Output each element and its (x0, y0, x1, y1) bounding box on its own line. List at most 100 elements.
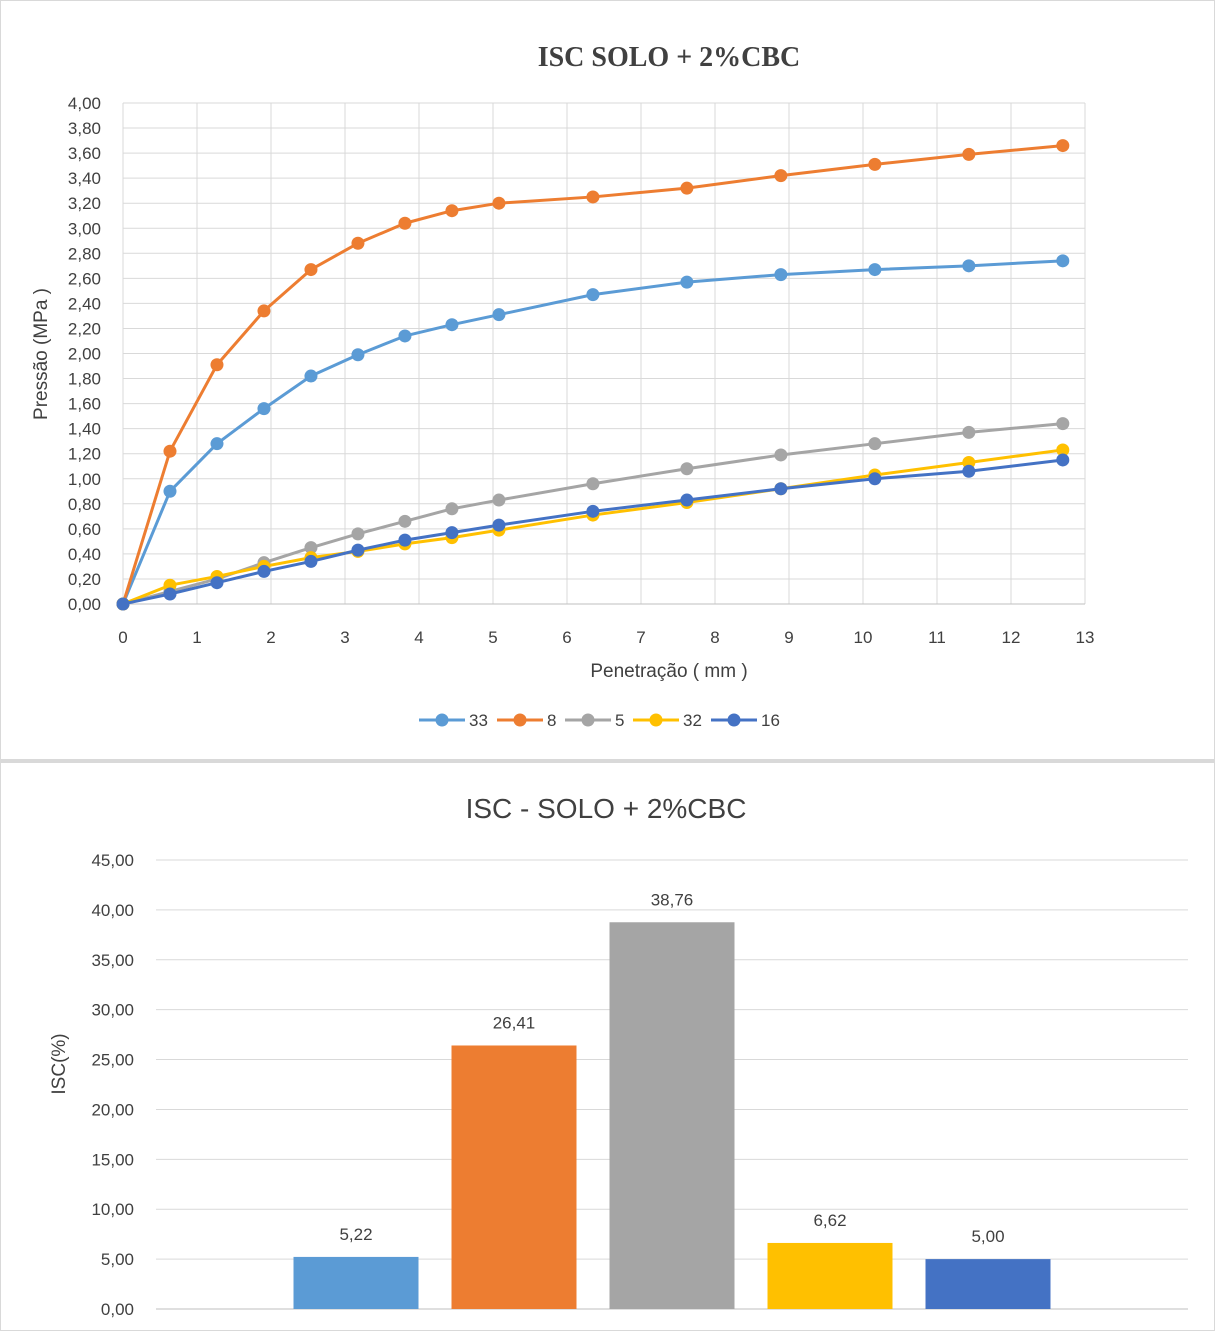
x-tick-label: 7 (636, 628, 645, 647)
legend-marker-32 (649, 713, 663, 727)
y-tick-label: 3,00 (68, 219, 101, 238)
bar (293, 1256, 419, 1309)
legend-label-8: 8 (547, 711, 556, 730)
data-point (1056, 254, 1070, 268)
y-tick-label: 20,00 (91, 1100, 134, 1119)
data-point (774, 268, 788, 282)
bar (767, 1242, 893, 1309)
data-point (492, 518, 506, 532)
legend-marker-16 (727, 713, 741, 727)
y-tick-label: 3,20 (68, 194, 101, 213)
data-point (163, 484, 177, 498)
bar-data-label: 5,22 (339, 1225, 372, 1244)
line-chart-gridlines (122, 102, 1086, 605)
data-point (868, 437, 882, 451)
data-point (774, 448, 788, 462)
bar-data-label: 5,00 (971, 1227, 1004, 1246)
x-tick-label: 12 (1002, 628, 1021, 647)
legend-label-16: 16 (761, 711, 780, 730)
x-tick-label: 4 (414, 628, 423, 647)
data-point (445, 204, 459, 218)
y-tick-label: 3,80 (68, 119, 101, 138)
data-point (351, 527, 365, 541)
data-point (1056, 417, 1070, 431)
data-point (1056, 453, 1070, 467)
y-tick-label: 1,20 (68, 445, 101, 464)
data-point (351, 348, 365, 362)
data-point (586, 190, 600, 204)
x-tick-label: 1 (192, 628, 201, 647)
data-point (962, 147, 976, 161)
y-tick-label: 0,40 (68, 545, 101, 564)
series-32 (116, 443, 1070, 611)
data-point (680, 275, 694, 289)
data-point (398, 329, 412, 343)
x-tick-label: 0 (118, 628, 127, 647)
y-tick-label: 0,20 (68, 570, 101, 589)
y-tick-label: 1,40 (68, 420, 101, 439)
bar-chart: ISC - SOLO + 2%CBC ISC(%) 0,00 5,00 10,00 1… (49, 793, 1188, 1319)
legend-marker-33 (435, 713, 449, 727)
bar (451, 1045, 577, 1309)
data-point (586, 477, 600, 491)
line-chart-panel: ISC SOLO + 2%CBC Penetração ( mm ) Press… (0, 0, 1215, 760)
x-tick-label: 9 (784, 628, 793, 647)
x-tick-label: 5 (488, 628, 497, 647)
y-tick-label: 2,00 (68, 345, 101, 364)
data-point (492, 308, 506, 322)
data-point (398, 533, 412, 547)
y-tick-label: 1,60 (68, 395, 101, 414)
data-point (398, 514, 412, 528)
x-tick-label: 6 (562, 628, 571, 647)
series-8 (116, 139, 1070, 611)
data-point (680, 181, 694, 195)
series-line-32 (122, 448, 1063, 606)
bar-chart-y-axis-label: ISC(%) (49, 1033, 70, 1094)
data-point (868, 157, 882, 171)
data-point (445, 318, 459, 332)
y-tick-label: 40,00 (91, 901, 134, 920)
legend-label-5: 5 (615, 711, 624, 730)
data-point (210, 358, 224, 372)
y-tick-label: 10,00 (91, 1200, 134, 1219)
data-point (210, 576, 224, 590)
series-16 (116, 453, 1070, 611)
data-point (962, 259, 976, 273)
y-tick-label: 2,60 (68, 269, 101, 288)
bar (925, 1259, 1051, 1309)
y-tick-label: 0,00 (101, 1300, 134, 1319)
data-point (586, 504, 600, 518)
x-tick-label: 2 (266, 628, 275, 647)
data-point (774, 482, 788, 496)
data-point (445, 502, 459, 516)
data-point (257, 304, 271, 318)
data-point (257, 564, 271, 578)
bar-data-label: 6,62 (813, 1211, 846, 1230)
data-point (398, 216, 412, 230)
legend-label-33: 33 (469, 711, 488, 730)
y-tick-label: 30,00 (91, 1001, 134, 1020)
bar-chart-title: ISC - SOLO + 2%CBC (466, 793, 747, 824)
data-point (868, 472, 882, 486)
legend-marker-8 (513, 713, 527, 727)
data-point (586, 288, 600, 302)
bar (609, 922, 735, 1309)
data-point (304, 554, 318, 568)
data-point (868, 263, 882, 277)
x-tick-label: 3 (340, 628, 349, 647)
data-point (774, 169, 788, 183)
y-tick-label: 15,00 (91, 1150, 134, 1169)
y-tick-label: 5,00 (101, 1250, 134, 1269)
bar-data-label: 26,41 (493, 1013, 536, 1032)
line-chart: ISC SOLO + 2%CBC Penetração ( mm ) Press… (31, 42, 1094, 730)
data-point (1056, 139, 1070, 153)
data-point (163, 587, 177, 601)
y-tick-label: 35,00 (91, 951, 134, 970)
y-tick-label: 0,60 (68, 520, 101, 539)
series-line-8 (121, 144, 1063, 605)
x-tick-label: 11 (928, 628, 946, 647)
x-tick-label: 10 (854, 628, 873, 647)
data-point (962, 425, 976, 439)
data-point (257, 402, 271, 416)
data-point (351, 236, 365, 250)
